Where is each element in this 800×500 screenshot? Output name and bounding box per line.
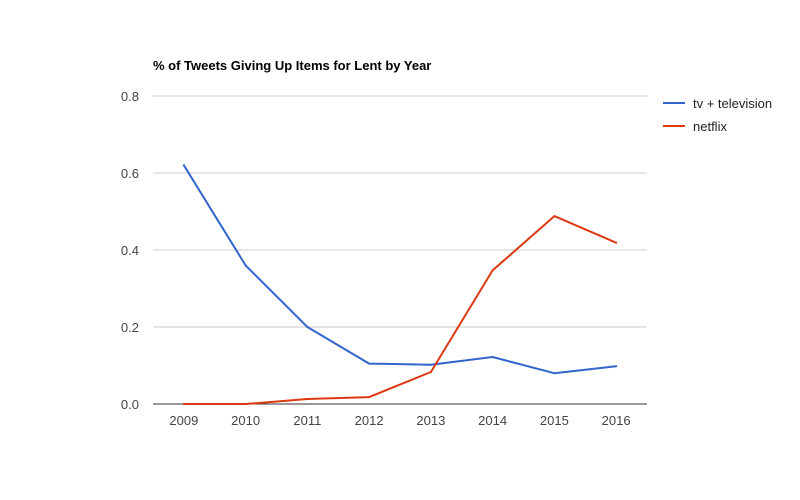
- y-tick-label: 0.6: [121, 166, 139, 181]
- data-point: [429, 371, 432, 374]
- x-tick-label: 2016: [602, 413, 631, 428]
- data-point: [244, 264, 247, 267]
- data-point: [244, 403, 247, 405]
- data-point: [553, 372, 556, 375]
- x-tick-label: 2014: [478, 413, 507, 428]
- y-tick-label: 0.0: [121, 397, 139, 412]
- x-tick-label: 2011: [293, 413, 321, 428]
- series-lines: [182, 164, 618, 405]
- data-point: [615, 365, 618, 368]
- legend: tv + television netflix: [663, 96, 772, 134]
- y-tick-label: 0.2: [121, 320, 139, 335]
- y-axis-ticks: 0.0 0.2 0.4 0.6 0.8: [121, 89, 139, 412]
- data-point: [553, 215, 556, 218]
- x-tick-label: 2009: [169, 413, 198, 428]
- data-point: [306, 326, 309, 328]
- legend-label: tv + television: [693, 96, 772, 111]
- data-point: [429, 363, 432, 366]
- data-point: [491, 269, 494, 272]
- x-tick-label: 2012: [355, 413, 384, 428]
- series-line-0: [182, 164, 618, 375]
- legend-label: netflix: [693, 119, 727, 134]
- data-point: [368, 396, 371, 399]
- x-tick-label: 2013: [416, 413, 445, 428]
- data-point: [182, 164, 185, 167]
- chart-title: % of Tweets Giving Up Items for Lent by …: [153, 58, 431, 73]
- x-tick-label: 2010: [231, 413, 260, 428]
- x-tick-label: 2015: [540, 413, 569, 428]
- data-point: [306, 397, 309, 400]
- x-axis-ticks: 2009 2010 2011 2012 2013 2014 2015 2016: [169, 413, 630, 428]
- data-point: [615, 241, 618, 244]
- data-point: [491, 356, 494, 359]
- y-tick-label: 0.8: [121, 89, 139, 104]
- series-line-1: [182, 215, 618, 405]
- y-tick-label: 0.4: [121, 243, 139, 258]
- gridlines: [153, 95, 647, 405]
- data-point: [182, 403, 185, 405]
- data-point: [368, 362, 371, 365]
